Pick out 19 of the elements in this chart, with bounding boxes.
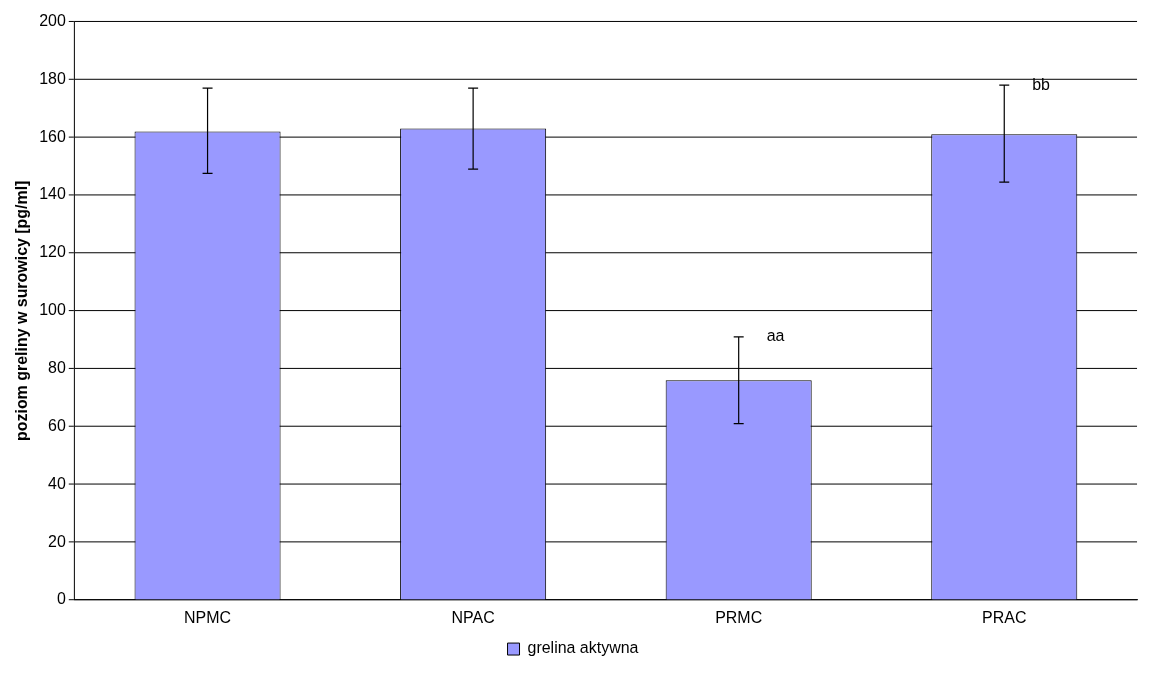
y-tick-label: 20 [48,532,66,550]
annotation: aa [766,327,785,345]
y-tick-label: 60 [48,416,66,434]
y-tick-label: 100 [39,301,66,319]
x-tick-label: NPAC [451,608,495,626]
y-tick-label: 0 [56,590,66,608]
y-axis-title: poziom greliny w surowicy [pg/ml] [12,180,30,441]
y-tick-label: 160 [39,127,66,145]
x-tick-label: NPMC [184,608,232,626]
y-tick-label: 80 [48,359,66,377]
y-tick-label: 120 [39,243,66,261]
x-tick-label: PRAC [982,608,1027,626]
y-tick-label: 40 [48,474,66,492]
y-tick-label: 180 [39,69,66,87]
annotation: bb [1032,75,1051,93]
y-tick-label: 140 [39,185,66,203]
x-tick-label: PRMC [715,608,763,626]
legend-label: grelina aktywna [527,639,639,657]
y-tick-label: 200 [39,11,66,29]
